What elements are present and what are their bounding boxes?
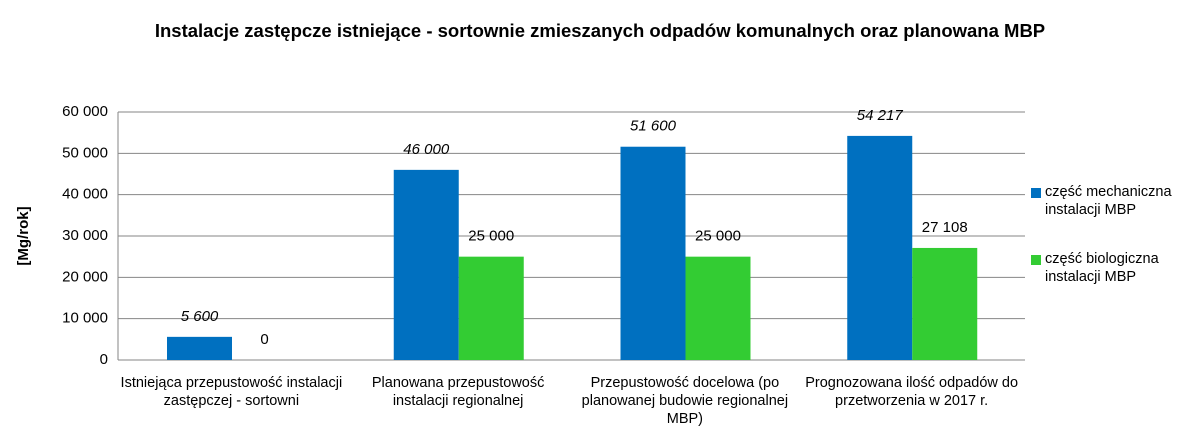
chart-title: Instalacje zastępcze istniejące - sortow… [154, 20, 1046, 41]
value-label: 25 000 [695, 228, 741, 245]
y-tick-label: 60 000 [62, 103, 108, 120]
y-tick-label: 20 000 [62, 268, 108, 285]
legend-label: część mechaniczna instalacji MBP [1045, 184, 1172, 218]
y-tick-label: 10 000 [62, 310, 108, 327]
y-axis-label: [Mg/rok] [15, 206, 32, 265]
bar [167, 336, 232, 360]
bar [912, 247, 978, 360]
y-tick-label: 0 [100, 351, 108, 368]
y-tick-label: 50 000 [62, 144, 108, 161]
value-label: 5 600 [181, 308, 219, 325]
value-label: 0 [260, 331, 268, 348]
legend-swatch [1031, 188, 1041, 198]
x-tick-label: Istniejąca przepustowość instalacji zast… [120, 375, 343, 409]
legend-swatch [1031, 255, 1041, 265]
y-tick-label: 40 000 [62, 186, 108, 203]
x-tick-label: Prognozowana ilość odpadów do przetworze… [805, 375, 1019, 409]
bar [620, 146, 686, 360]
value-label: 54 217 [857, 107, 904, 124]
x-tick-label: Planowana przepustowość instalacji regio… [371, 375, 545, 409]
value-label: 46 000 [403, 141, 450, 158]
value-label: 25 000 [468, 228, 514, 245]
legend-label: część biologiczna instalacji MBP [1045, 251, 1159, 285]
value-label: 51 600 [630, 118, 677, 135]
value-label: 27 108 [922, 219, 968, 236]
bar [685, 256, 751, 360]
y-tick-label: 30 000 [62, 227, 108, 244]
bar [393, 169, 459, 360]
bar [847, 135, 913, 360]
bar [458, 256, 524, 360]
x-tick-label: Przepustowość docelowa (po planowanej bu… [581, 375, 789, 427]
